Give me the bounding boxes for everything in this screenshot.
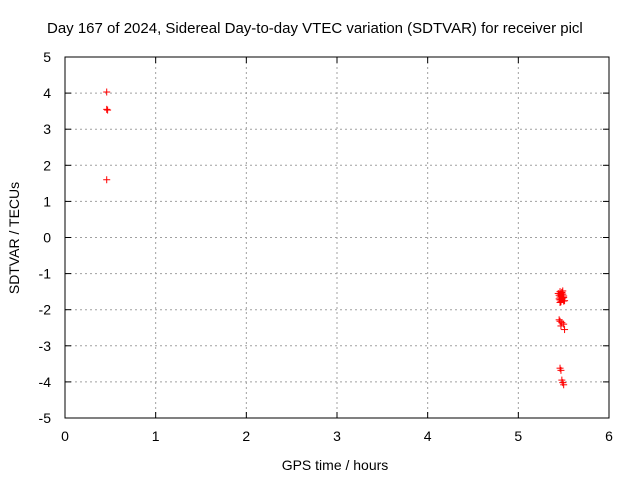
- x-tick-label: 6: [605, 428, 613, 444]
- x-axis-label: GPS time / hours: [282, 457, 389, 473]
- data-point: [560, 297, 568, 305]
- data-point: [556, 317, 564, 325]
- plot-frame: [64, 56, 610, 419]
- y-tick-label: -4: [39, 374, 52, 390]
- grid-lines: [65, 57, 609, 418]
- data-point: [561, 326, 569, 334]
- y-tick-label: -3: [39, 338, 52, 354]
- y-tick-label: 3: [43, 121, 51, 137]
- data-point: [103, 88, 111, 96]
- y-tick-label: 4: [43, 85, 51, 101]
- tick-labels: 0 1 2 3 4 5 6 -5 -4 -3 -2 -1 0 1 2 3 4 5: [39, 49, 614, 444]
- data-point: [560, 381, 568, 389]
- x-tick-label: 3: [333, 428, 341, 444]
- data-point: [103, 176, 111, 184]
- x-tick-label: 5: [514, 428, 522, 444]
- y-tick-label: -2: [39, 302, 52, 318]
- data-point: [103, 105, 111, 113]
- y-tick-label: -1: [39, 266, 52, 282]
- data-point: [556, 296, 564, 304]
- y-axis-label: SDTVAR / TECUs: [6, 182, 22, 294]
- y-tick-label: 5: [43, 49, 51, 65]
- y-tick-label: 0: [43, 230, 51, 246]
- data-point: [558, 289, 566, 297]
- y-tick-label: 2: [43, 157, 51, 173]
- x-tick-label: 0: [61, 428, 69, 444]
- y-tick-label: 1: [43, 193, 51, 209]
- data-point: [104, 106, 112, 114]
- x-tick-label: 2: [242, 428, 250, 444]
- data-point: [557, 322, 565, 330]
- y-tick-label: -5: [39, 410, 52, 426]
- data-point: [558, 319, 566, 327]
- data-points: [103, 88, 569, 389]
- x-tick-label: 1: [152, 428, 160, 444]
- x-tick-label: 4: [424, 428, 432, 444]
- data-point: [559, 290, 567, 298]
- chart-title: Day 167 of 2024, Sidereal Day-to-day VTE…: [47, 20, 583, 37]
- data-point: [557, 366, 565, 374]
